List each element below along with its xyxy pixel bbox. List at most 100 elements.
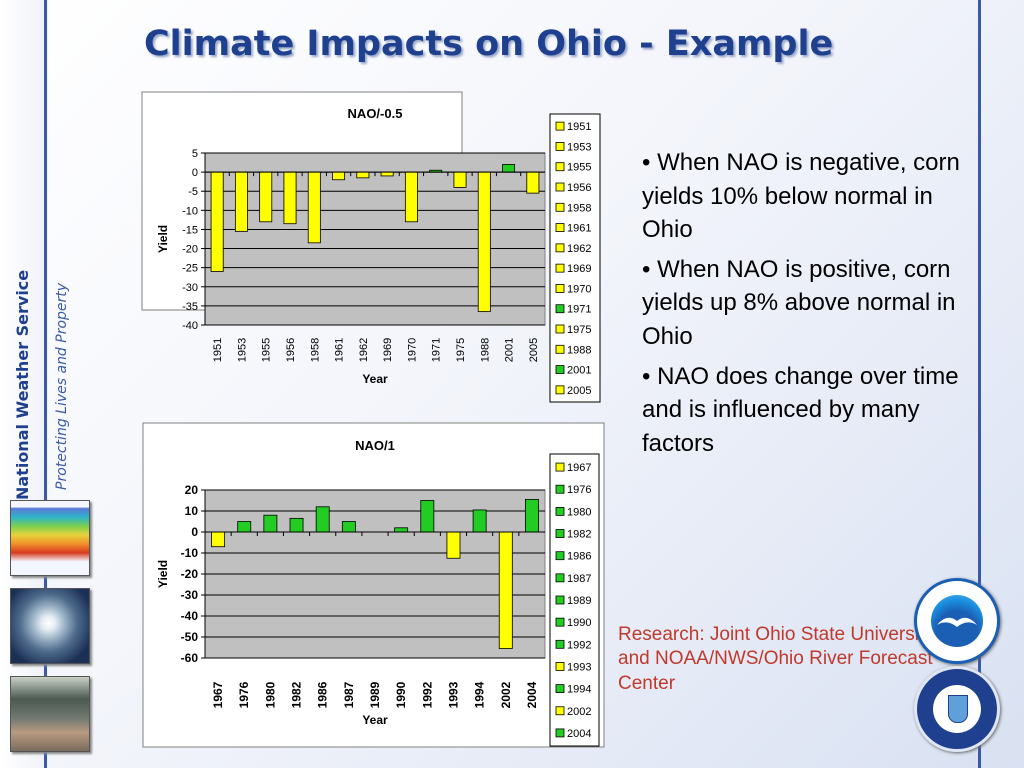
bar-1994 (472, 509, 487, 533)
legend-box (549, 113, 601, 403)
legend-entry: 1971 (567, 304, 591, 316)
x-tick-label: 1958 (309, 338, 321, 362)
x-tick-label: 2005 (528, 338, 540, 362)
y-tick-label: 20 (185, 483, 199, 497)
y-tick-label: -40 (182, 320, 198, 332)
bar-2002 (498, 531, 513, 649)
legend-swatch (555, 529, 565, 538)
x-tick-label: 2004 (525, 681, 539, 708)
x-tick-label: 1989 (368, 681, 382, 708)
legend-swatch (555, 551, 565, 561)
plot-area (204, 152, 546, 326)
legend-entry: 1951 (567, 121, 591, 133)
x-tick-label: 1986 (316, 681, 330, 708)
legend-entry: 1962 (567, 243, 591, 255)
x-tick-label: 1994 (473, 681, 487, 708)
legend-entry: 1961 (567, 223, 591, 235)
x-tick-label: 1987 (342, 681, 356, 708)
legend-swatch (555, 684, 565, 694)
x-tick-label: 1961 (334, 338, 346, 362)
forecast-office-thumbnail (10, 676, 90, 752)
legend-swatch (555, 462, 565, 472)
x-tick-label: 1970 (406, 338, 418, 362)
y-tick-label: 5 (192, 148, 198, 160)
x-tick-label: 1971 (431, 338, 443, 362)
bar-1982 (289, 517, 304, 533)
bar-1976 (237, 521, 252, 533)
legend-swatch (555, 728, 565, 738)
legend-swatch (555, 223, 565, 232)
legend-swatch (555, 662, 565, 671)
bar-1961 (332, 171, 346, 181)
legend-entry: 2001 (567, 365, 591, 377)
x-axis-label: Year (362, 713, 388, 727)
legend-swatch (555, 263, 565, 273)
legend-entry: 1955 (567, 162, 591, 174)
legend-entry: 1993 (567, 661, 591, 673)
x-tick-label: 1993 (446, 681, 460, 708)
bullet-item: • When NAO is negative, corn yields 10% … (642, 149, 960, 244)
legend-entry: 1980 (567, 506, 591, 518)
chart-title: NAO/1 (355, 438, 395, 453)
x-tick-label: 2002 (499, 681, 513, 708)
legend-swatch (555, 284, 565, 293)
bullet-item: • NAO does change over time and is influ… (642, 362, 959, 457)
bar-1969 (380, 171, 394, 177)
y-tick-label: -60 (181, 651, 199, 665)
y-tick-label: -10 (181, 546, 199, 560)
legend-swatch (555, 595, 565, 605)
bar-1993 (446, 531, 461, 559)
bar-1975 (453, 171, 467, 188)
hurricane-satellite-thumbnail (10, 588, 90, 664)
bullet-item: • When NAO is positive, corn yields up 8… (642, 255, 956, 350)
legend-swatch (555, 484, 565, 494)
y-tick-label: -40 (181, 609, 199, 623)
y-tick-label: -30 (182, 282, 198, 294)
temperature-map-thumbnail (10, 500, 90, 576)
x-tick-label: 1988 (479, 338, 491, 362)
y-tick-label: -25 (182, 263, 198, 275)
legend-swatch (555, 573, 565, 583)
noaa-seal-icon (914, 578, 1000, 664)
legend-entry: 2002 (567, 706, 591, 718)
bar-1992 (420, 500, 435, 533)
x-tick-label: 1962 (358, 338, 370, 362)
x-tick-label: 1980 (263, 681, 277, 708)
bar-1958 (307, 171, 321, 244)
y-tick-label: -20 (181, 567, 199, 581)
x-tick-label: 1951 (212, 338, 224, 362)
legend-entry: 1975 (567, 324, 591, 336)
legend-entry: 1969 (567, 263, 591, 275)
y-axis-label: Yield (156, 560, 170, 588)
legend-swatch (555, 121, 565, 131)
x-tick-label: 1955 (261, 338, 273, 362)
y-tick-label: -50 (181, 630, 199, 644)
x-tick-label: 1990 (394, 681, 408, 708)
commerce-seal-icon (914, 666, 1000, 752)
bar-1962 (356, 171, 370, 179)
y-tick-label: 10 (185, 504, 199, 518)
legend-entry: 2005 (567, 385, 591, 397)
bar-1987 (341, 521, 356, 533)
legend-entry: 1992 (567, 639, 591, 651)
chart-nao-positive: 20 10 0 -10 -20 -30 -40 -50 -60 1967 1976 1980 1982 1… (142, 422, 605, 748)
y-axis-label: Yield (156, 225, 170, 253)
legend-swatch (555, 365, 565, 374)
y-tick-label: -15 (182, 224, 198, 236)
x-tick-label: 1953 (236, 338, 248, 362)
bar-1953 (234, 171, 248, 232)
x-tick-label: 1975 (455, 338, 467, 362)
x-tick-label: 1982 (290, 681, 304, 708)
y-tick-label: -35 (182, 301, 198, 313)
legend-entry: 2004 (567, 728, 591, 740)
legend-swatch (555, 243, 565, 253)
x-axis-label: Year (362, 372, 388, 386)
right-accent-line (978, 0, 981, 768)
legend-entry: 1994 (567, 684, 591, 696)
y-tick-label: 0 (192, 167, 198, 179)
legend-entry: 1989 (567, 595, 591, 607)
bar-1986 (315, 506, 330, 533)
legend-entry: 1986 (567, 551, 591, 563)
bar-2001 (502, 164, 516, 173)
y-tick-label: -30 (181, 588, 199, 602)
